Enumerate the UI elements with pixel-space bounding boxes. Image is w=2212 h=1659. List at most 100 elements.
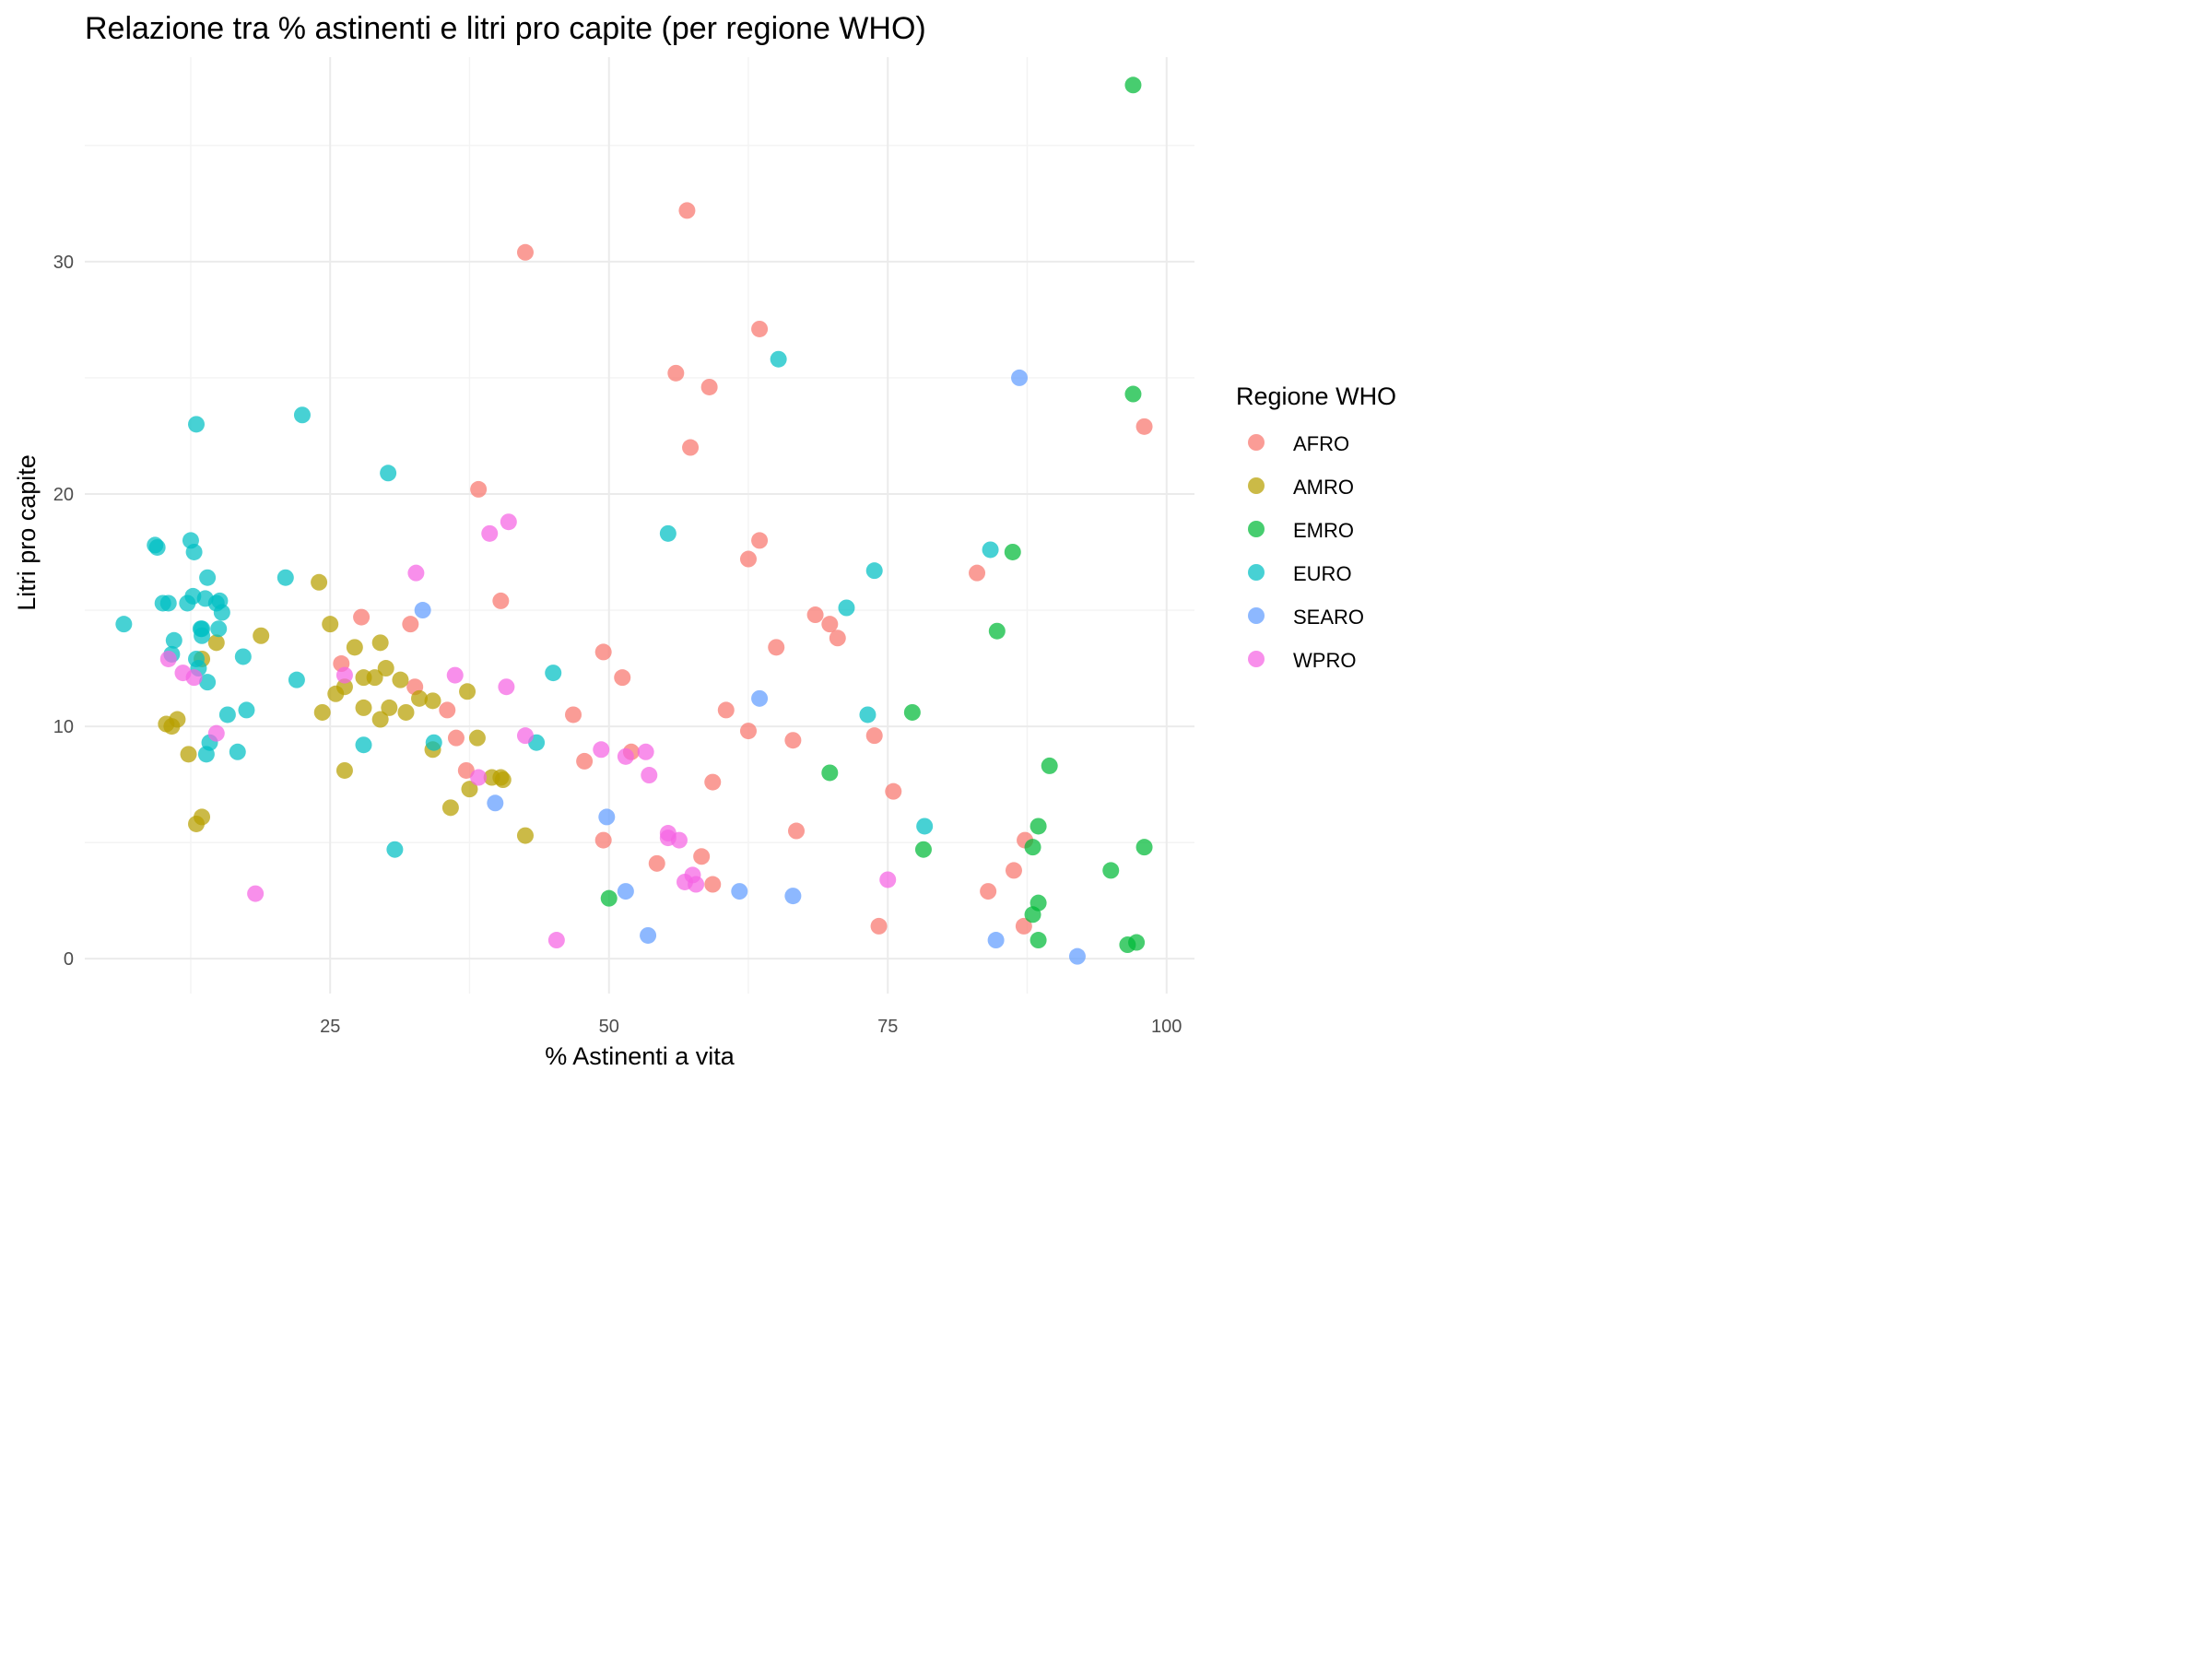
data-point-afro bbox=[885, 782, 902, 800]
data-point-afro bbox=[751, 532, 769, 549]
x-tick-label: 25 bbox=[320, 1017, 340, 1037]
data-point-wpro bbox=[207, 724, 225, 742]
data-point-wpro bbox=[159, 650, 177, 667]
data-point-amro bbox=[411, 689, 429, 707]
data-point-euro bbox=[865, 562, 883, 580]
x-tick-label: 75 bbox=[877, 1017, 898, 1037]
data-point-euro bbox=[229, 743, 246, 760]
data-point-wpro bbox=[335, 666, 353, 684]
data-point-wpro bbox=[407, 564, 425, 582]
data-point-wpro bbox=[185, 669, 203, 687]
legend-label-afro: AFRO bbox=[1293, 432, 1349, 455]
data-point-euro bbox=[916, 818, 934, 835]
data-point-amro bbox=[180, 746, 197, 763]
data-point-emro bbox=[1124, 76, 1142, 94]
data-point-euro bbox=[197, 746, 215, 763]
data-point-emro bbox=[988, 622, 1006, 640]
y-tick-label: 10 bbox=[53, 717, 74, 737]
data-point-amro bbox=[516, 827, 534, 844]
legend-label-searo: SEARO bbox=[1293, 606, 1364, 629]
x-axis-title: % Astinenti a vita bbox=[545, 1042, 735, 1070]
y-tick-label: 0 bbox=[64, 949, 74, 970]
data-point-afro bbox=[1005, 862, 1022, 879]
data-point-afro bbox=[1135, 418, 1153, 435]
data-point-euro bbox=[188, 416, 206, 433]
data-point-amro bbox=[311, 573, 328, 591]
y-axis-title: Litri pro capite bbox=[13, 454, 41, 611]
data-point-euro bbox=[148, 538, 166, 556]
data-point-amro bbox=[313, 703, 331, 721]
data-point-euro bbox=[425, 734, 442, 751]
y-axis-ticks: 0 10 20 30 bbox=[53, 253, 74, 970]
legend-label-emro: EMRO bbox=[1293, 519, 1354, 542]
legend-key-amro bbox=[1248, 477, 1265, 494]
data-point-wpro bbox=[498, 678, 515, 696]
data-point-afro bbox=[865, 727, 883, 745]
data-point-afro bbox=[788, 822, 806, 840]
x-tick-label: 50 bbox=[599, 1017, 619, 1037]
data-point-afro bbox=[969, 564, 986, 582]
data-point-wpro bbox=[500, 513, 517, 531]
data-point-afro bbox=[693, 848, 711, 865]
data-point-amro bbox=[468, 729, 486, 747]
data-point-amro bbox=[371, 634, 389, 652]
data-point-amro bbox=[424, 692, 441, 710]
data-point-euro bbox=[184, 587, 202, 605]
data-point-searo bbox=[414, 602, 431, 619]
data-point-wpro bbox=[593, 741, 610, 759]
data-point-afro bbox=[614, 669, 631, 687]
data-point-afro bbox=[829, 629, 846, 647]
data-points bbox=[115, 76, 1153, 965]
data-point-wpro bbox=[247, 885, 265, 902]
data-point-searo bbox=[784, 888, 802, 905]
legend-label-euro: EURO bbox=[1293, 562, 1352, 585]
data-point-euro bbox=[770, 350, 787, 368]
data-point-emro bbox=[1030, 818, 1047, 835]
data-point-emro bbox=[1030, 932, 1047, 949]
data-point-wpro bbox=[481, 524, 499, 542]
chart-title: Relazione tra % astinenti e litri pro ca… bbox=[85, 11, 926, 46]
data-point-amro bbox=[335, 761, 353, 779]
data-point-emro bbox=[600, 889, 618, 907]
data-point-searo bbox=[598, 808, 616, 826]
data-point-afro bbox=[682, 439, 700, 456]
x-axis-ticks: 25 50 75 100 bbox=[320, 1017, 1182, 1037]
data-point-emro bbox=[914, 841, 932, 858]
data-point-emro bbox=[1102, 862, 1120, 879]
data-point-wpro bbox=[879, 871, 897, 888]
data-point-euro bbox=[293, 406, 311, 424]
data-point-amro bbox=[441, 799, 459, 817]
data-point-euro bbox=[386, 841, 404, 858]
data-point-afro bbox=[565, 706, 582, 724]
grid bbox=[85, 57, 1194, 994]
data-point-euro bbox=[165, 631, 182, 649]
data-point-afro bbox=[751, 320, 769, 337]
data-point-euro bbox=[218, 706, 236, 724]
data-point-afro bbox=[704, 876, 722, 893]
legend: Regione WHO AFRO AMRO EMRO EURO SEARO WPRO bbox=[1236, 382, 1396, 672]
legend-key-afro bbox=[1248, 434, 1265, 451]
data-point-euro bbox=[115, 616, 133, 633]
data-point-euro bbox=[199, 569, 217, 586]
data-point-emro bbox=[1024, 906, 1041, 924]
data-point-afro bbox=[739, 550, 757, 568]
data-point-euro bbox=[194, 627, 211, 644]
data-point-searo bbox=[617, 883, 634, 900]
data-point-afro bbox=[447, 729, 465, 747]
data-point-euro bbox=[355, 736, 372, 754]
data-point-euro bbox=[859, 706, 877, 724]
data-point-searo bbox=[731, 883, 748, 900]
data-point-afro bbox=[594, 831, 612, 849]
data-point-afro bbox=[717, 701, 735, 719]
data-point-searo bbox=[751, 689, 769, 707]
data-point-euro bbox=[545, 665, 562, 682]
data-point-afro bbox=[768, 639, 785, 656]
data-point-euro bbox=[380, 465, 397, 482]
data-point-afro bbox=[470, 480, 488, 498]
data-point-afro bbox=[402, 616, 419, 633]
data-point-searo bbox=[1068, 947, 1086, 965]
data-point-euro bbox=[185, 543, 203, 560]
data-point-afro bbox=[667, 364, 685, 382]
legend-title: Regione WHO bbox=[1236, 382, 1396, 410]
data-point-emro bbox=[903, 703, 921, 721]
